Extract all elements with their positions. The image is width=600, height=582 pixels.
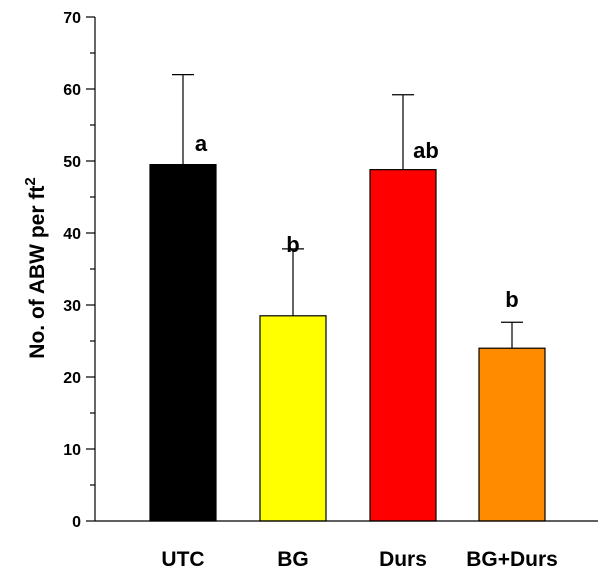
y-tick-label: 60 — [63, 82, 81, 99]
x-tick-label: UTC — [161, 548, 204, 571]
bar-bg — [259, 315, 327, 522]
y-tick-label: 70 — [63, 10, 81, 27]
bars-layer — [149, 164, 546, 522]
x-tick-label: BG+Durs — [466, 548, 558, 571]
y-tick-label: 30 — [63, 298, 81, 315]
x-category-labels-layer: UTC BG Durs BG+Durs — [161, 548, 557, 571]
significance-letter: b — [286, 232, 299, 257]
y-tick-label: 50 — [63, 154, 81, 171]
y-axis-label: No. of ABW per ft2 — [22, 177, 49, 358]
significance-letter: ab — [413, 138, 439, 163]
y-tick-label: 20 — [63, 370, 81, 387]
error-bar — [501, 321, 523, 349]
bar-bg-durs — [478, 347, 546, 522]
error-bar — [282, 248, 304, 316]
y-axis-label-main: No. of ABW per ft — [26, 186, 49, 359]
y-ticks-layer: 0 10 20 30 40 50 60 70 — [63, 10, 95, 531]
error-bars-layer — [172, 73, 523, 349]
bar-durs — [369, 169, 437, 522]
y-tick-label: 40 — [63, 226, 81, 243]
error-bar — [392, 94, 414, 170]
error-bar — [172, 73, 194, 165]
y-axis-label-superscript: 2 — [22, 177, 39, 185]
x-tick-label: BG — [277, 548, 309, 571]
bar-utc — [149, 164, 217, 522]
y-tick-label: 10 — [63, 442, 81, 459]
y-tick-label: 0 — [72, 514, 81, 531]
x-tick-label: Durs — [379, 548, 427, 571]
significance-letter: a — [195, 131, 208, 156]
significance-letter: b — [505, 287, 518, 312]
y-axis-label-layer: No. of ABW per ft2 — [22, 177, 49, 358]
